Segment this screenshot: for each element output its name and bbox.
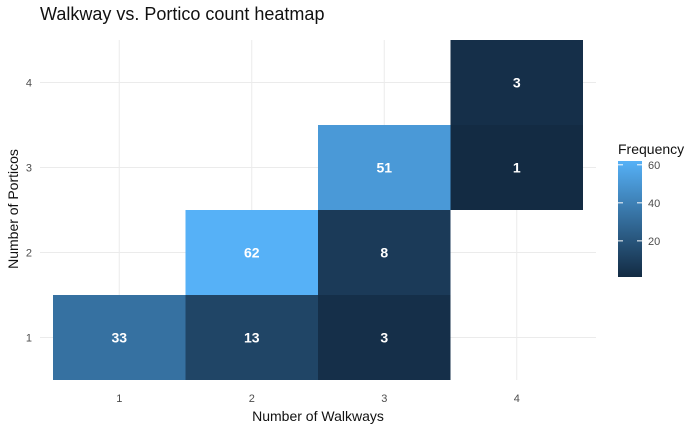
y-axis-ticks: 1 2 3 4 (26, 78, 32, 345)
y-tick-label: 1 (26, 333, 32, 345)
cell-value-label: 33 (111, 330, 127, 346)
y-tick-label: 4 (26, 78, 32, 90)
y-tick-label: 2 (26, 248, 32, 260)
chart-title: Walkway vs. Portico count heatmap (40, 4, 324, 24)
cell-value-label: 13 (244, 330, 260, 346)
heatmap-cell (53, 295, 186, 380)
legend-title: Frequency (618, 141, 684, 157)
cell-value-label: 3 (513, 75, 521, 91)
heatmap-cell (450, 40, 583, 125)
cell-value-label: 8 (380, 245, 388, 261)
x-axis-ticks: 1 2 3 4 (116, 393, 520, 405)
legend-tick-label: 60 (648, 160, 660, 172)
x-tick-label: 4 (514, 393, 520, 405)
y-tick-label: 3 (26, 163, 32, 175)
cell-value-label: 51 (376, 160, 392, 176)
x-tick-label: 2 (249, 393, 255, 405)
x-axis-title: Number of Walkways (252, 408, 384, 424)
x-tick-label: 3 (381, 393, 387, 405)
y-axis-title: Number of Porticos (5, 149, 21, 269)
heatmap-cell (450, 125, 583, 210)
heatmap-cell (185, 210, 318, 295)
heatmap-cells (53, 40, 583, 380)
cell-value-label: 3 (380, 330, 388, 346)
heatmap-cell (318, 210, 451, 295)
heatmap-cell (185, 295, 318, 380)
cell-labels: 33 13 362 851 13 (111, 75, 520, 346)
heatmap-cell (318, 125, 451, 210)
legend-tick-label: 40 (648, 198, 660, 210)
legend-colorbar (618, 161, 642, 277)
cell-value-label: 62 (244, 245, 260, 261)
heatmap-cell (318, 295, 451, 380)
legend-tick-label: 20 (648, 236, 660, 248)
legend: Frequency 20 40 60 (618, 141, 684, 277)
legend-ticks: 20 40 60 (618, 160, 660, 248)
cell-value-label: 1 (513, 160, 521, 176)
x-tick-label: 1 (116, 393, 122, 405)
